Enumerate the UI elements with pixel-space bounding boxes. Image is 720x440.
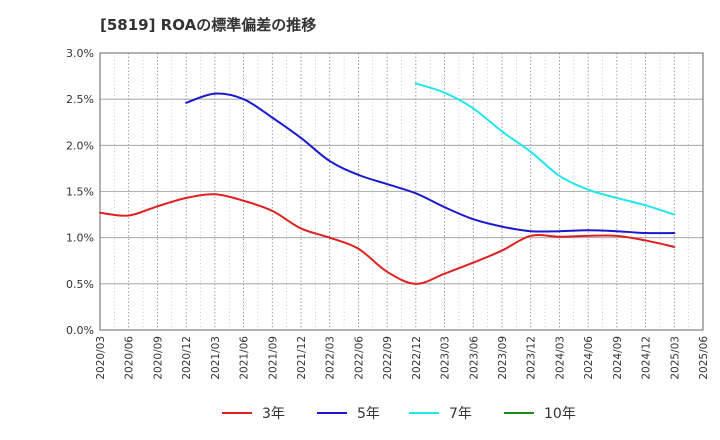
- x-tick-label: 2022/09: [382, 336, 394, 380]
- x-tick-label: 2021/09: [267, 336, 279, 380]
- chart-title: [5819] ROAの標準偏差の推移: [100, 16, 317, 34]
- x-tick-label: 2023/09: [497, 336, 509, 380]
- x-tick-label: 2021/12: [296, 336, 308, 380]
- y-tick-label: 3.0%: [66, 47, 94, 60]
- x-tick-label: 2025/03: [669, 336, 681, 380]
- x-tick-label: 2024/12: [641, 336, 653, 380]
- x-tick-label: 2021/06: [239, 336, 251, 380]
- plot-frame: [99, 52, 704, 331]
- x-tick-label: 2022/03: [325, 336, 337, 380]
- legend-label: 5年: [357, 406, 380, 422]
- y-tick-label: 1.5%: [66, 186, 94, 199]
- x-tick-label: 2021/03: [210, 336, 222, 380]
- y-tick-label: 2.5%: [66, 93, 94, 106]
- legend-label: 7年: [449, 406, 472, 422]
- legend-label: 10年: [544, 406, 576, 422]
- x-tick-label: 2022/06: [353, 336, 365, 380]
- x-tick-label: 2025/06: [698, 336, 710, 380]
- x-tick-label: 2020/03: [95, 336, 107, 380]
- legend-label: 3年: [262, 406, 285, 422]
- series-line-2: [185, 92, 676, 235]
- y-tick-label: 0.5%: [66, 278, 94, 291]
- y-tick-label: 2.0%: [66, 139, 94, 152]
- x-tick-label: 2020/12: [181, 336, 193, 380]
- x-tick-label: 2023/03: [440, 336, 452, 380]
- x-tick-label: 2024/09: [612, 336, 624, 380]
- series-line-1: [99, 193, 676, 285]
- x-tick-label: 2024/06: [583, 336, 595, 380]
- x-tick-label: 2020/09: [152, 336, 164, 380]
- x-tick-label: 2023/06: [468, 336, 480, 380]
- y-tick-label: 1.0%: [66, 232, 94, 245]
- series-line-3: [414, 82, 676, 216]
- x-tick-label: 2024/03: [554, 336, 566, 380]
- x-tick-label: 2023/12: [526, 336, 538, 380]
- y-tick-label: 0.0%: [66, 324, 94, 337]
- x-tick-label: 2020/06: [124, 336, 136, 380]
- x-tick-label: 2022/12: [411, 336, 423, 380]
